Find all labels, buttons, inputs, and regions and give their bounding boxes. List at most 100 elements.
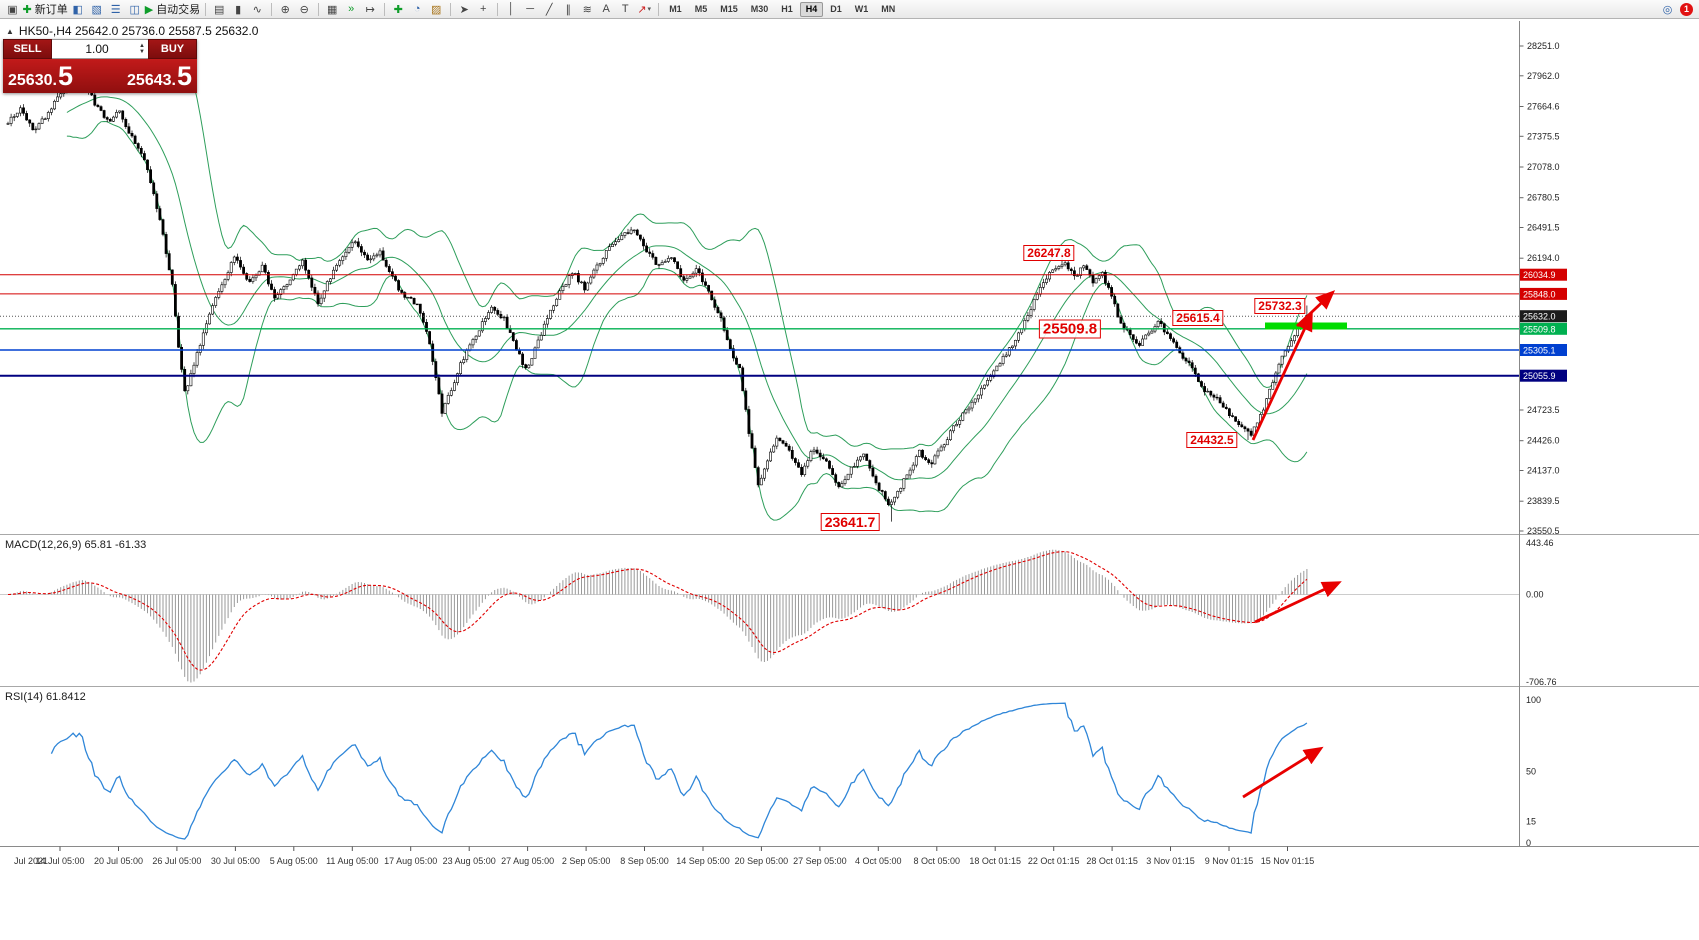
lot-increase-button[interactable]: ▲ <box>139 43 145 49</box>
price-chart[interactable]: 443.460.00-706.761005015028251.027962.02… <box>0 19 1699 940</box>
svg-text:25055.9: 25055.9 <box>1523 371 1556 381</box>
timeframe-m1-button[interactable]: M1 <box>669 3 682 14</box>
auto-scroll-icon[interactable]: » <box>348 3 355 15</box>
charts-icon[interactable]: ◧ <box>72 3 83 16</box>
candlesticks <box>6 75 1309 522</box>
indicators-icon[interactable]: ✚ <box>393 3 403 16</box>
autotrading-button-label: 自动交易 <box>156 4 201 16</box>
svg-text:26491.5: 26491.5 <box>1527 223 1560 233</box>
timeframe-h4-button[interactable]: H4 <box>799 1 824 17</box>
svg-text:11 Aug 05:00: 11 Aug 05:00 <box>326 856 378 866</box>
svg-text:24723.5: 24723.5 <box>1527 405 1560 415</box>
svg-text:27078.0: 27078.0 <box>1527 162 1560 172</box>
horizontal-line-icon[interactable]: ─ <box>526 3 535 15</box>
zoom-in-icon[interactable]: ⊕ <box>280 3 290 16</box>
timeframe-w1-button[interactable]: W1 <box>854 3 869 14</box>
market-watch-icon[interactable]: ☰ <box>110 3 121 16</box>
svg-text:25305.1: 25305.1 <box>1523 346 1556 356</box>
lot-decrease-button[interactable]: ▼ <box>139 49 145 55</box>
autotrading-button[interactable]: ▶ 自动交易 <box>145 1 200 17</box>
templates-icon[interactable]: ▨ <box>430 3 442 16</box>
toolbar-separator <box>270 2 272 16</box>
price-annotation[interactable]: 25509.8 <box>1038 319 1102 339</box>
svg-text:2 Sep 05:00: 2 Sep 05:00 <box>562 856 611 866</box>
svg-text:27375.5: 27375.5 <box>1527 131 1560 141</box>
periods-icon[interactable]: ◔ <box>413 3 421 15</box>
text-icon[interactable]: A <box>602 3 610 15</box>
toolbar-separator <box>317 2 319 16</box>
trend-arrows[interactable] <box>1242 290 1342 799</box>
new-order-icon: ✚ <box>22 3 32 16</box>
channel-icon[interactable]: ∥ <box>565 3 571 16</box>
terminal-icon[interactable]: ◫ <box>129 3 140 16</box>
search-icon[interactable]: ◎ <box>1662 3 1673 16</box>
price-annotation[interactable]: 25732.3 <box>1254 297 1306 314</box>
arrows-icon[interactable]: ↗ ▾ <box>637 3 652 16</box>
svg-text:25848.0: 25848.0 <box>1523 289 1556 299</box>
trendline-icon[interactable]: ╱ <box>545 3 553 16</box>
toolbar-separator <box>383 2 385 16</box>
timeframe-m5-button[interactable]: M5 <box>694 3 708 14</box>
sell-price: 25630. 5 <box>3 60 100 91</box>
price-annotation[interactable]: 23641.7 <box>820 512 880 531</box>
sell-button[interactable]: SELL <box>3 39 52 59</box>
zoom-out-icon[interactable]: ⊖ <box>299 3 309 16</box>
rsi-label: RSI(14) 61.8412 <box>5 691 86 703</box>
crosshair-icon[interactable]: + <box>479 3 487 15</box>
timeframe-m30-button[interactable]: M30 <box>750 3 769 14</box>
line-chart-icon[interactable]: ∿ <box>252 3 262 16</box>
svg-text:27 Aug 05:00: 27 Aug 05:00 <box>501 856 554 866</box>
svg-text:15: 15 <box>1526 817 1536 827</box>
svg-text:443.46: 443.46 <box>1526 538 1554 548</box>
svg-text:23550.5: 23550.5 <box>1527 526 1560 536</box>
svg-text:30 Jul 05:00: 30 Jul 05:00 <box>211 856 260 866</box>
svg-text:27664.6: 27664.6 <box>1527 102 1560 112</box>
svg-text:4 Oct 05:00: 4 Oct 05:00 <box>855 856 902 866</box>
lot-size-field[interactable]: 1.00 ▲ ▼ <box>52 39 148 59</box>
timeframe-h1-button[interactable]: H1 <box>781 3 793 14</box>
toolbar-separator <box>496 2 498 16</box>
new-order-button-label: 新订单 <box>34 4 68 16</box>
svg-text:26780.5: 26780.5 <box>1527 193 1560 203</box>
chart-shift-icon[interactable]: ↦ <box>365 3 375 16</box>
chart-window-icon[interactable]: ▣ <box>7 3 18 16</box>
svg-text:0.00: 0.00 <box>1526 590 1544 600</box>
svg-text:25509.8: 25509.8 <box>1523 324 1556 334</box>
bar-chart-icon[interactable]: ▤ <box>213 3 225 16</box>
autotrading-play-icon: ▶ <box>144 3 154 16</box>
svg-text:100: 100 <box>1526 695 1541 705</box>
toolbar-separator <box>657 2 659 16</box>
price-annotation[interactable]: 24432.5 <box>1186 432 1238 448</box>
new-order-button[interactable]: ✚ 新订单 <box>23 1 68 17</box>
fibonacci-icon[interactable]: ≋ <box>582 3 592 16</box>
sell-price-main: 25630. <box>8 71 57 89</box>
price-axis[interactable]: 28251.0 27962.0 27664.6 27375.5 27078.0 26780… <box>1519 21 1568 847</box>
candlestick-chart-icon[interactable]: ▮ <box>235 3 242 16</box>
svg-text:8 Oct 05:00: 8 Oct 05:00 <box>914 856 961 866</box>
svg-text:27 Sep 05:00: 27 Sep 05:00 <box>793 856 847 866</box>
buy-price: 25643. 5 <box>100 62 197 90</box>
svg-text:26194.0: 26194.0 <box>1527 253 1560 263</box>
panel-separators <box>0 534 1699 847</box>
notification-badge[interactable]: 1 <box>1680 2 1693 16</box>
timeframe-d1-button[interactable]: D1 <box>830 3 842 14</box>
cursor-icon[interactable]: ➤ <box>459 3 469 16</box>
timeframe-mn-button[interactable]: MN <box>881 3 896 14</box>
buy-button[interactable]: BUY <box>148 39 197 59</box>
tile-windows-icon[interactable]: ▦ <box>326 3 338 16</box>
sell-price-pip: 5 <box>57 60 73 91</box>
collapse-panel-icon[interactable]: ▲ <box>6 26 14 36</box>
profiles-icon[interactable]: ▧ <box>91 3 102 16</box>
svg-text:24137.0: 24137.0 <box>1527 466 1560 476</box>
price-annotation[interactable]: 25615.4 <box>1172 309 1224 326</box>
svg-text:22 Oct 01:15: 22 Oct 01:15 <box>1028 856 1080 866</box>
timeframe-m15-button[interactable]: M15 <box>720 3 738 14</box>
text-label-icon[interactable]: T <box>621 3 629 15</box>
svg-text:20 Jul 05:00: 20 Jul 05:00 <box>94 856 143 866</box>
macd-panel: 443.46 0.00 -706.76 <box>0 538 1557 687</box>
price-annotation[interactable]: 26247.8 <box>1023 244 1075 261</box>
macd-label: MACD(12,26,9) 65.81 -61.33 <box>5 539 147 551</box>
vertical-line-icon[interactable]: │ <box>507 3 515 15</box>
